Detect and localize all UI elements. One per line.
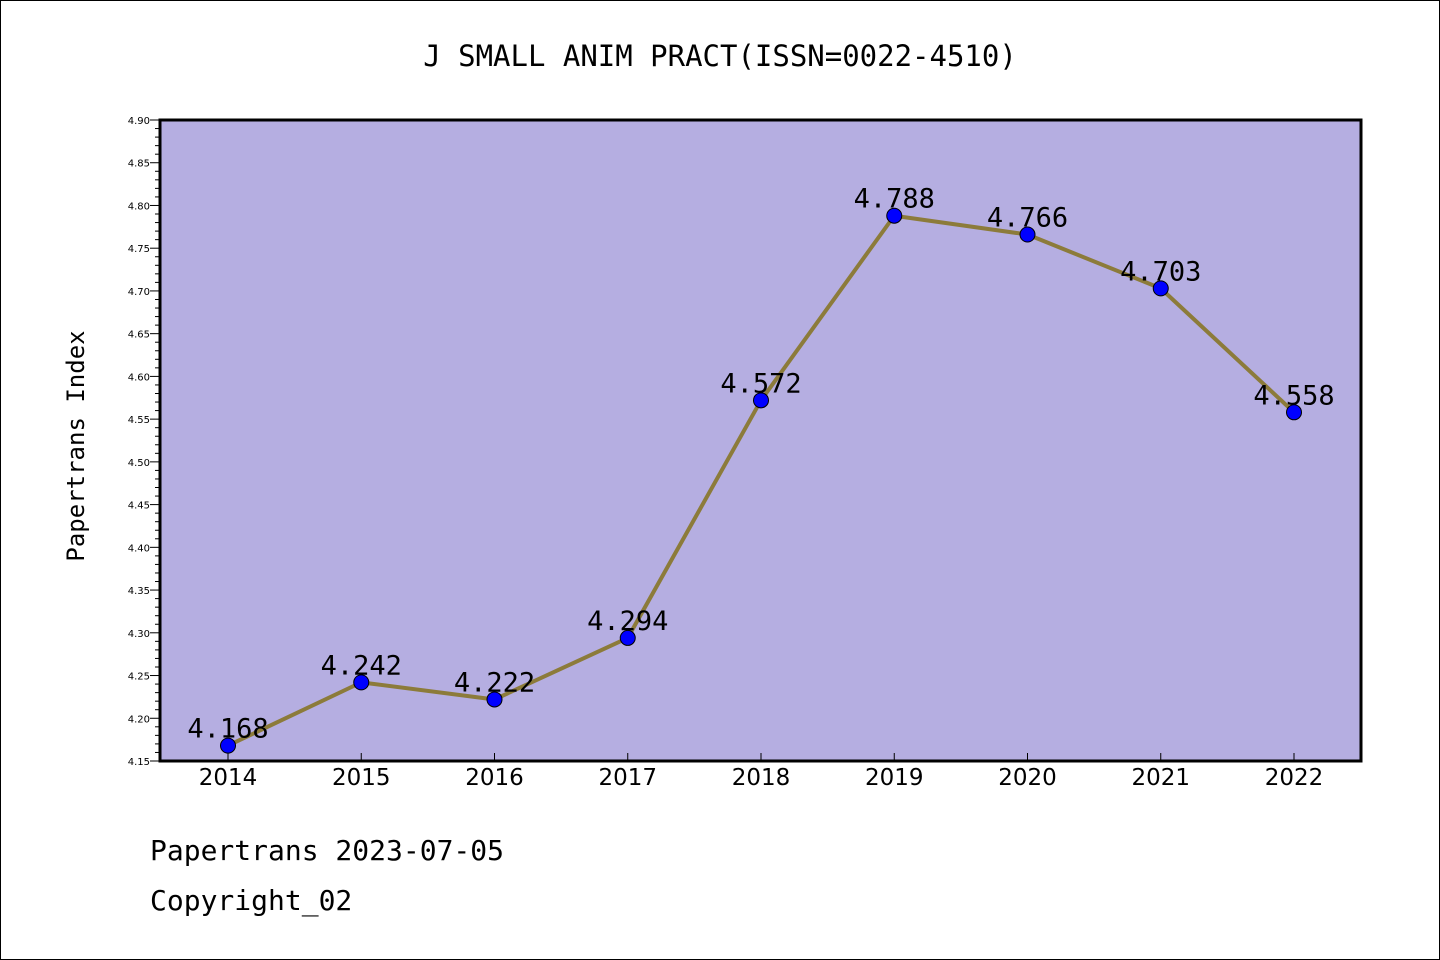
x-tick-label: 2015 <box>332 765 391 791</box>
x-tick-label: 2018 <box>732 765 791 791</box>
data-label-2017: 4.294 <box>587 606 668 637</box>
chart-title: J SMALL ANIM PRACT(ISSN=0022-4510) <box>423 39 1017 73</box>
data-point-2021 <box>1152 280 1169 297</box>
data-label-2022: 4.558 <box>1253 380 1334 411</box>
data-label-2016: 4.222 <box>454 667 535 698</box>
data-point-2022 <box>1286 404 1302 421</box>
y-tick-label: 4.45 <box>128 501 150 512</box>
y-tick-label: 4.20 <box>128 714 150 725</box>
y-tick-label: 4.70 <box>128 287 150 298</box>
plot-border <box>158 118 1363 763</box>
y-tick-label: 4.50 <box>128 458 150 469</box>
y-tick-label: 4.65 <box>128 330 150 341</box>
footer-date: Papertrans 2023-07-05 <box>150 834 505 867</box>
x-tick-label: 2019 <box>865 765 924 791</box>
y-tick-label: 4.60 <box>128 372 150 383</box>
data-point-2018 <box>753 392 769 409</box>
data-point-2017 <box>619 629 636 646</box>
plot-area <box>160 120 1361 761</box>
data-label-2014: 4.168 <box>187 714 268 745</box>
x-tick-label: 2022 <box>1265 765 1324 791</box>
data-point-2020 <box>1019 226 1036 243</box>
x-tick-label: 2017 <box>598 765 657 791</box>
x-tick-label: 2014 <box>199 765 258 791</box>
x-tick-label: 2020 <box>998 765 1057 791</box>
data-label-2019: 4.788 <box>854 184 935 215</box>
y-tick-label: 4.90 <box>128 116 150 127</box>
y-tick-label: 4.55 <box>128 415 150 426</box>
data-label-2021: 4.703 <box>1120 256 1201 287</box>
data-point-2019 <box>886 207 903 224</box>
data-label-2015: 4.242 <box>321 650 402 681</box>
y-tick-label: 4.75 <box>128 244 150 255</box>
y-tick-label: 4.80 <box>128 201 150 212</box>
data-point-2015 <box>353 674 370 691</box>
y-axis-label: Papertrans Index <box>62 330 90 561</box>
data-label-2018: 4.572 <box>720 368 801 399</box>
y-tick-label: 4.25 <box>128 672 150 683</box>
footer-copyright: Copyright_02 <box>150 884 353 917</box>
x-tick-label: 2016 <box>465 765 524 791</box>
data-point-2016 <box>486 691 503 708</box>
y-tick-label: 4.85 <box>128 159 150 170</box>
data-label-2020: 4.766 <box>987 203 1068 234</box>
x-tick-label: 2021 <box>1131 765 1190 791</box>
y-tick-label: 4.35 <box>128 586 150 597</box>
y-tick-label: 4.15 <box>128 757 150 768</box>
data-point-2014 <box>220 737 236 754</box>
y-tick-label: 4.40 <box>128 543 150 554</box>
y-tick-label: 4.30 <box>128 629 150 640</box>
